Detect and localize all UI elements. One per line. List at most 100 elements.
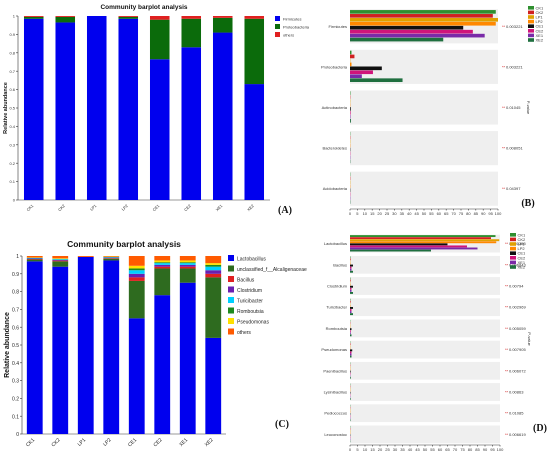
panel-d-row-band xyxy=(350,404,500,423)
panel-c-ytick-label: 0.6 xyxy=(12,325,19,331)
panel-c-bar-LP2-Clostridium xyxy=(103,257,120,259)
panel-c-ytick-label: 0 xyxy=(16,432,19,438)
panel-b-row-label: Actinobacteria xyxy=(322,105,348,110)
panel-d-row-label: Romboutsia xyxy=(326,326,348,331)
panel-c-ytick-label: 0.5 xyxy=(12,343,19,349)
panel-c-bar-CK1-unclassified_f__Alcaligenaceae xyxy=(26,259,43,262)
panel-c-bar-CE1-others xyxy=(128,256,145,266)
panel-c-bar-CK2-Clostridium xyxy=(52,259,69,261)
panel-c-ytick-label: 0.7 xyxy=(12,308,19,314)
panel-d-pvalue: 0.006072 xyxy=(509,368,526,373)
panel-a-xtick-label: XE1 xyxy=(215,203,224,212)
panel-d-pvalue-label: P-value xyxy=(527,332,532,346)
panel-c-bar-CK1-Clostridium xyxy=(26,258,43,260)
panel-b-xtick-label: 15 xyxy=(370,211,375,216)
panel-a-bar-XE2-Firmicutes xyxy=(244,84,265,200)
panel-b-row-band xyxy=(350,171,498,206)
panel-c-bar-LP2-Turicibacter xyxy=(103,257,120,258)
panel-c-bar-CK2-Lactobacillus xyxy=(52,266,69,434)
panel-d-bar-Romboutsia-XE2 xyxy=(350,334,352,337)
panel-c-bar-XE2-Bacillus xyxy=(205,273,222,278)
panel-a-legend-swatch xyxy=(275,16,280,21)
panel-d-panel-label: (D) xyxy=(533,423,547,434)
panel-d-bar-Pseudomonas-XE1 xyxy=(350,353,352,356)
panel-c-legend-swatch xyxy=(228,307,234,314)
panel-c-bar-XE2-others xyxy=(205,256,222,264)
panel-c-legend-label: Romboutsia xyxy=(237,309,264,315)
panel-a-legend-label: Firmicutes xyxy=(283,17,301,22)
panel-d-xtick-label: 75 xyxy=(460,447,465,452)
panel-c-bar-CK2-others xyxy=(52,256,69,259)
panel-d-xtick-label: 0 xyxy=(349,447,352,452)
panel-b-bar-Firmicutes-XE1 xyxy=(350,33,485,38)
panel-b-pvalue: 0.003221 xyxy=(506,64,523,69)
panel-d-xtick-label: 80 xyxy=(468,447,473,452)
panel-c-ylabel: Relative abundance xyxy=(4,312,11,378)
panel-b-xtick-label: 80 xyxy=(466,211,471,216)
panel-b-panel-label: (B) xyxy=(521,198,534,209)
panel-d-xtick-label: 20 xyxy=(378,447,383,452)
panel-a-ytick-label: 0.4 xyxy=(9,124,15,129)
panel-c-ytick-label: 0.1 xyxy=(12,414,19,420)
panel-a-xtick-label: CK2 xyxy=(57,203,67,213)
panel-d-chart: Lactobacillus 0.003255**Bacillus 0.006843*… xyxy=(321,232,532,452)
panel-d-significance-mark: ** xyxy=(505,432,509,437)
panel-a-ytick-label: 1 xyxy=(13,14,16,19)
panel-b-significance-mark: ** xyxy=(502,64,506,69)
panel-d-bar-Pseudomonas-CE2 xyxy=(350,351,352,354)
panel-d-row-label: Leuconostoc xyxy=(324,432,347,437)
panel-d-row-band xyxy=(350,277,500,295)
panel-b-xtick-label: 40 xyxy=(407,211,412,216)
panel-c-bar-XE1-Pseudomonas xyxy=(179,260,196,263)
panel-b-legend-swatch xyxy=(528,10,534,15)
panel-c-bar-XE1-Clostridium xyxy=(179,264,196,267)
panel-c-panel-label: (C) xyxy=(275,419,289,430)
panel-d-pvalue: 0.006619 xyxy=(509,432,526,437)
panel-d-significance-mark: ** xyxy=(505,390,509,395)
panel-d-row-band xyxy=(350,383,500,401)
panel-b-pvalue: 0.04397 xyxy=(506,186,521,191)
panel-d-bar-Romboutsia-CE1 xyxy=(350,328,352,331)
panel-b-xtick-label: 55 xyxy=(429,211,434,216)
panel-d-xtick-label: 90 xyxy=(483,447,488,452)
panel-d-bar-Clostridium-CE1 xyxy=(350,285,353,288)
panel-d-xtick-label: 100 xyxy=(497,447,504,452)
panel-c-bar-CK1-Bacillus xyxy=(26,259,43,260)
panel-d-legend-label: LP2 xyxy=(518,246,526,251)
panel-b-bar-Proteobacteria-XE2 xyxy=(350,78,403,83)
panel-b-legend-label: CK2 xyxy=(536,10,545,15)
panel-c-legend-label: Pseudomonas xyxy=(237,320,269,326)
panel-b-bar-Firmicutes-CE2 xyxy=(350,29,473,34)
panel-a-xtick-label: CK1 xyxy=(25,203,35,213)
panel-c-bar-XE1-unclassified_f__Alcaligenaceae xyxy=(179,268,196,283)
panel-d-bar-Lysinibacillus-XE2 xyxy=(350,397,351,400)
panel-d-bar-Paenibacillus-CE1 xyxy=(350,370,351,373)
panel-a-ytick-label: 0.3 xyxy=(9,142,15,147)
panel-c-bar-XE2-Clostridium xyxy=(205,270,222,274)
panel-c-bar-CE2-Lactobacillus xyxy=(154,295,171,434)
panel-b-xtick-label: 60 xyxy=(437,211,442,216)
panel-a-bar-XE1-Proteobacteria xyxy=(212,17,233,33)
panel-c-bar-LP1-others xyxy=(77,256,94,257)
panel-d-significance-mark: ** xyxy=(505,326,509,331)
panel-b-significance-mark: ** xyxy=(502,186,506,191)
panel-d-row-label: Pediococcus xyxy=(324,411,347,416)
panel-d-significance-mark: ** xyxy=(505,262,509,267)
panel-d-row-label: Clostridium xyxy=(327,284,348,289)
panel-a-bar-CE2-Firmicutes xyxy=(181,47,202,200)
panel-a-ytick-label: 0.5 xyxy=(9,106,15,111)
panel-d-bar-Lactobacillus-CK2 xyxy=(350,237,491,240)
panel-d-bar-Romboutsia-XE1 xyxy=(350,332,351,335)
panel-a-ytick-label: 0.8 xyxy=(9,50,15,55)
panel-a-bar-XE2-others xyxy=(244,16,265,19)
panel-d-significance-mark: ** xyxy=(505,241,509,246)
panel-d-bar-Turicibacter-CE1 xyxy=(350,306,353,309)
panel-c-bar-CE2-Turicibacter xyxy=(154,263,171,265)
panel-b-legend-label: LP1 xyxy=(536,15,544,20)
panel-b-xtick-label: 70 xyxy=(451,211,456,216)
panel-b-xtick-label: 5 xyxy=(356,211,359,216)
panel-a-bar-CK1-others xyxy=(23,16,44,17)
panel-a-bar-CE2-others xyxy=(181,16,202,19)
panel-d-bar-Bacillus-CE2 xyxy=(350,266,352,269)
panel-d-pvalue: 0.00794 xyxy=(509,284,524,289)
